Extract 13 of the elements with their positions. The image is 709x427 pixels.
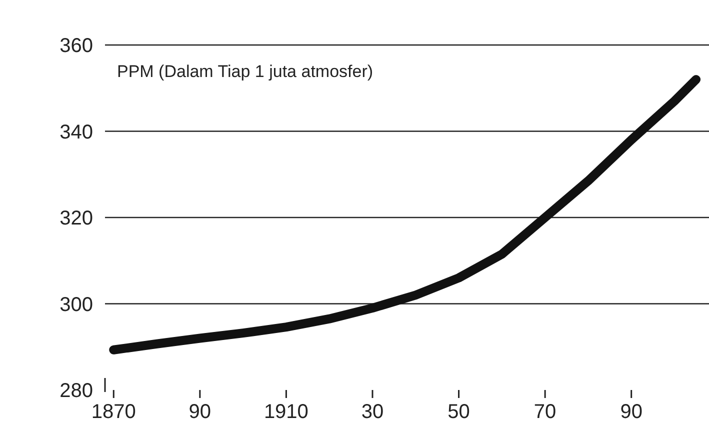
y-tick-label: 320	[60, 208, 93, 230]
y-tick-label: 300	[60, 294, 93, 316]
y-tick-label: 340	[60, 121, 93, 144]
y-tick-label: 280	[60, 380, 93, 402]
text: PPM (Dalam Tiap 1 juta atmosfer)	[117, 62, 374, 81]
y-tick-label: 360	[60, 35, 93, 57]
x-tick-label: 50	[448, 401, 470, 423]
x-tick-label: 90	[188, 401, 212, 423]
x-tick-label: 1910	[264, 401, 308, 423]
x-tick-label: 30	[361, 401, 384, 423]
x-tick-label: 90	[620, 401, 642, 423]
x-tick-label: 70	[534, 401, 556, 423]
x-tick-label: 1870	[91, 401, 136, 423]
